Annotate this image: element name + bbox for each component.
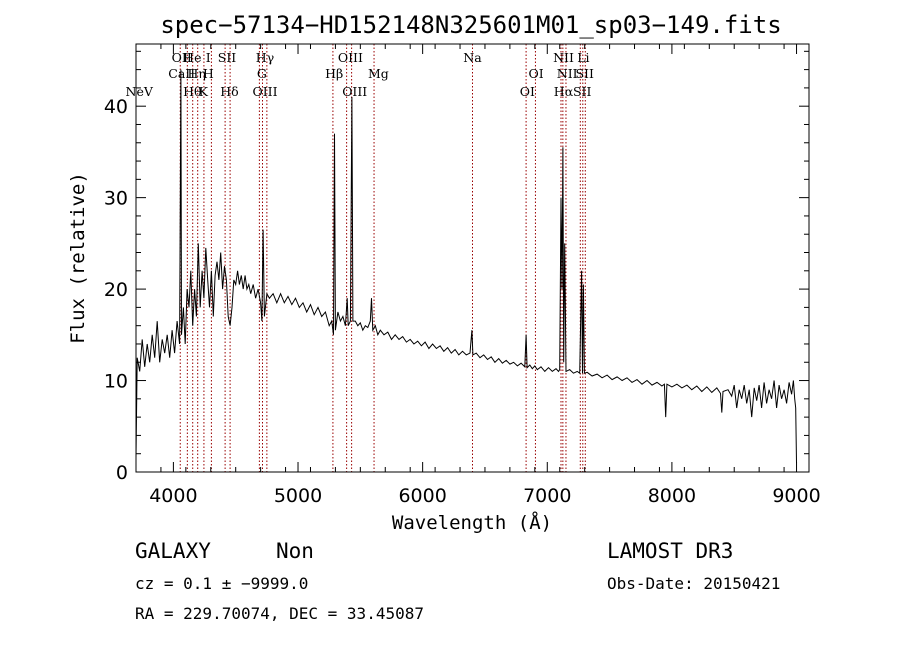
object-class: GALAXY [135, 539, 211, 563]
line-label: Na [463, 50, 482, 65]
object-subclass: Non [276, 539, 314, 563]
line-label: OIII [342, 84, 367, 99]
x-tick-label: 6000 [398, 485, 446, 507]
line-label: Hδ [220, 84, 238, 99]
x-axis: 4000 5000 6000 7000 8000 9000 [135, 44, 821, 507]
y-axis-label: Flux (relative) [67, 172, 89, 344]
x-tick-label: 9000 [772, 485, 820, 507]
line-label: G [257, 66, 267, 81]
x-tick-label: 8000 [648, 485, 696, 507]
y-tick-label: 10 [104, 371, 128, 393]
line-label: Hα [554, 84, 574, 99]
line-label: Mg [368, 66, 389, 81]
line-label: NII [557, 66, 578, 81]
redshift-readout: cz = 0.1 ± −9999.0 [135, 574, 308, 593]
line-label: OIII [338, 50, 363, 65]
line-label: Li [577, 50, 589, 65]
line-label: He [183, 50, 201, 65]
line-label: Hγ [256, 50, 274, 65]
x-tick-label: 5000 [274, 485, 322, 507]
line-label: OII [172, 50, 192, 65]
y-axis: 0 10 20 30 40 [104, 50, 809, 484]
line-label: Hη [187, 66, 205, 81]
x-tick-label: 4000 [149, 485, 197, 507]
line-label: NII [553, 50, 574, 65]
line-label: OI [520, 84, 535, 99]
line-label: Hβ [325, 66, 343, 81]
line-label: SII [575, 66, 594, 81]
emission-line-labels: NeVOIICaIIHθHeHηIHKSIIHδHγGOIIIOIIIHβOII… [126, 50, 594, 99]
plot-frame [135, 43, 810, 473]
y-tick-label: 0 [116, 462, 128, 484]
line-label: K [199, 84, 209, 99]
emission-line-markers [179, 44, 586, 472]
line-label: NeV [126, 84, 154, 99]
x-tick-label: 7000 [523, 485, 571, 507]
line-label: OI [528, 66, 543, 81]
line-label: Hθ [183, 84, 201, 99]
observation-date: Obs-Date: 20150421 [607, 574, 780, 593]
line-label: CaII [168, 66, 195, 81]
line-label: SII [218, 50, 237, 65]
line-label: H [203, 66, 214, 81]
y-tick-label: 40 [104, 96, 128, 118]
line-label: I [206, 50, 211, 65]
line-label: SII [573, 84, 592, 99]
chart-title: spec−57134−HD152148N325601M01_sp03−149.f… [160, 11, 781, 39]
survey-name: LAMOST DR3 [607, 539, 733, 563]
y-tick-label: 20 [104, 279, 128, 301]
y-tick-label: 30 [104, 188, 128, 210]
x-axis-label: Wavelength (Å) [392, 511, 552, 534]
spectrum-line [135, 69, 797, 463]
line-label: OIII [252, 84, 277, 99]
coordinates-readout: RA = 229.70074, DEC = 33.45087 [135, 604, 424, 623]
